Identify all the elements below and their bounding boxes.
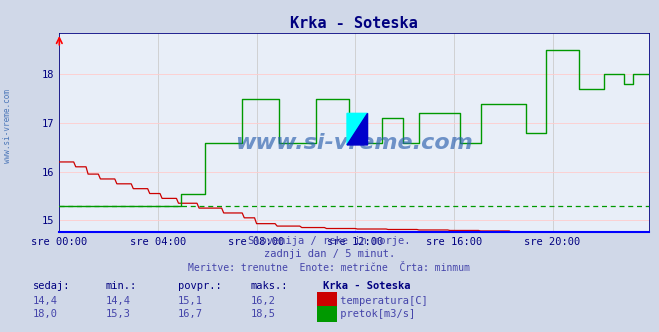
Text: zadnji dan / 5 minut.: zadnji dan / 5 minut. (264, 249, 395, 259)
Text: min.:: min.: (105, 281, 136, 291)
Text: 18,5: 18,5 (250, 309, 275, 319)
Text: 15,1: 15,1 (178, 296, 203, 306)
Text: Slovenija / reke in morje.: Slovenija / reke in morje. (248, 236, 411, 246)
Text: povpr.:: povpr.: (178, 281, 221, 291)
Text: sedaj:: sedaj: (33, 281, 71, 291)
Text: 16,7: 16,7 (178, 309, 203, 319)
Text: 15,3: 15,3 (105, 309, 130, 319)
Polygon shape (347, 113, 368, 145)
Text: Meritve: trenutne  Enote: metrične  Črta: minmum: Meritve: trenutne Enote: metrične Črta: … (188, 263, 471, 273)
Text: www.si-vreme.com: www.si-vreme.com (3, 89, 13, 163)
Text: 18,0: 18,0 (33, 309, 58, 319)
Text: temperatura[C]: temperatura[C] (334, 296, 428, 306)
Text: maks.:: maks.: (250, 281, 288, 291)
Title: Krka - Soteska: Krka - Soteska (291, 16, 418, 31)
Text: 14,4: 14,4 (33, 296, 58, 306)
Bar (347, 113, 368, 145)
Text: 16,2: 16,2 (250, 296, 275, 306)
Polygon shape (347, 113, 368, 145)
Text: www.si-vreme.com: www.si-vreme.com (235, 133, 473, 153)
Text: 14,4: 14,4 (105, 296, 130, 306)
Text: pretok[m3/s]: pretok[m3/s] (334, 309, 415, 319)
Text: Krka - Soteska: Krka - Soteska (323, 281, 411, 291)
